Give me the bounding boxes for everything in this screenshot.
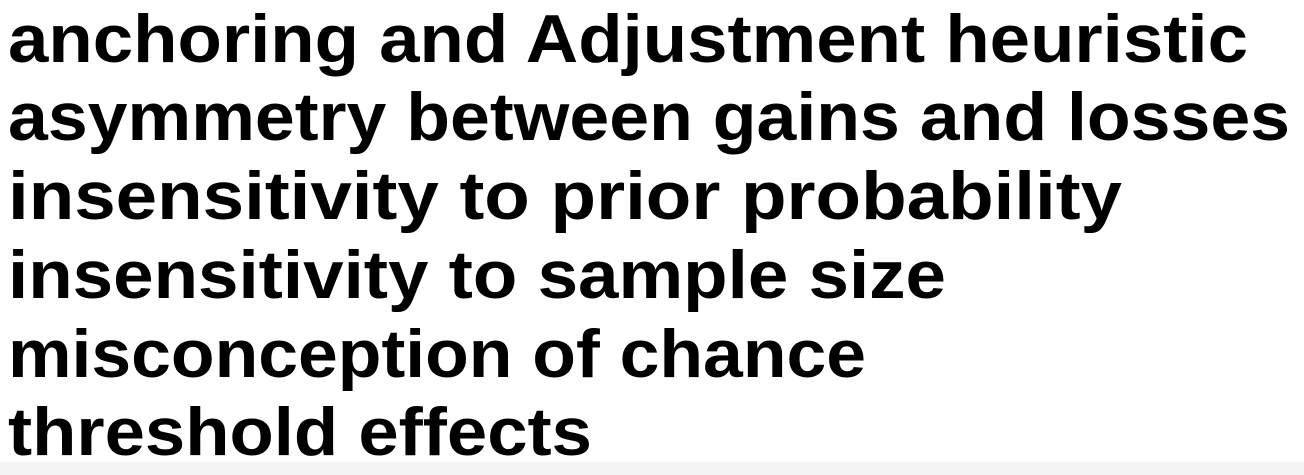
text-line: anchoring and Adjustment heuristic	[8, 1, 1248, 77]
bottom-strip	[0, 462, 1304, 475]
text-line: insensitivity to sample size	[8, 237, 946, 313]
text-line: threshold effects	[8, 394, 592, 470]
text-line: insensitivity to prior probability	[8, 158, 1122, 234]
text-line: asymmetry between gains and losses	[8, 79, 1290, 155]
text-line: misconception of chance	[8, 316, 866, 392]
